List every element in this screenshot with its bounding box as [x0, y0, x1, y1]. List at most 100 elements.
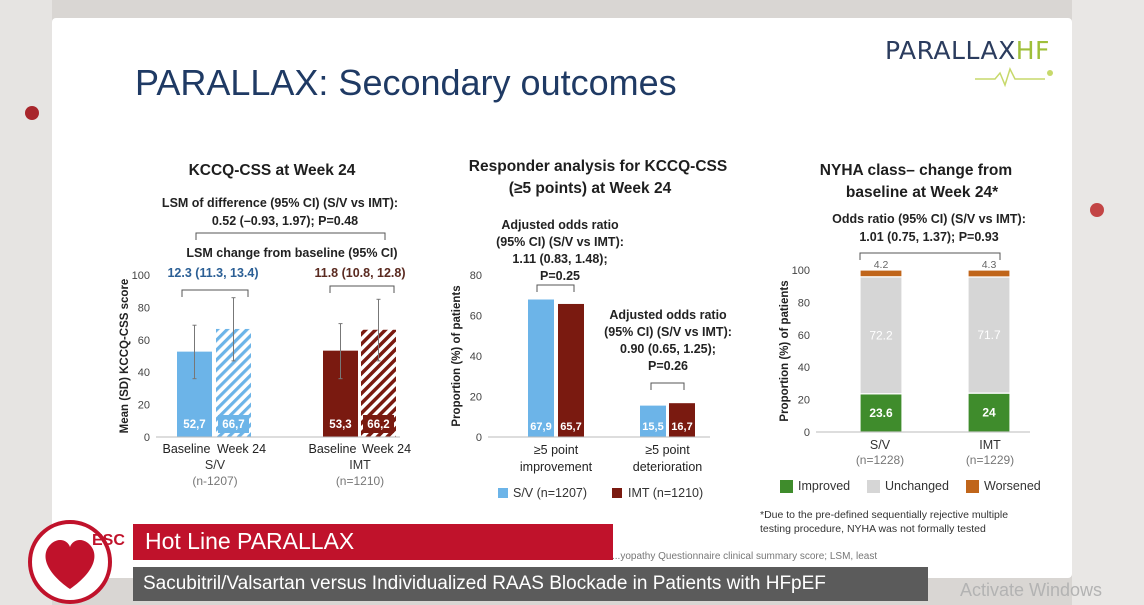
panel1-group1: S/V — [204, 458, 226, 472]
resp-value-label: 65,7 — [560, 421, 581, 433]
nyha-ytick: 60 — [798, 330, 810, 342]
kccq-category: Baseline — [309, 442, 357, 456]
panel1-title: KCCQ-CSS at Week 24 — [188, 162, 356, 179]
slide-title: PARALLAX: Secondary outcomes — [135, 62, 677, 103]
nyha-legend-swatch-improved — [780, 480, 793, 493]
panel2-title-line2: (≥5 points) at Week 24 — [508, 180, 672, 197]
bottom-footnote: ...yopathy Questionnaire clinical summar… — [612, 551, 878, 562]
resp-ytick: 20 — [470, 392, 482, 404]
kccq-ytick: 80 — [138, 302, 150, 314]
resp-value-label: 67,9 — [530, 421, 551, 433]
nyha-ytick: 80 — [798, 297, 810, 309]
nyha-ytick: 40 — [798, 362, 810, 374]
nyha-legend-swatch-unchanged — [867, 480, 880, 493]
logo-text: PARALLAX — [885, 36, 1016, 65]
imt-lsm-value: 11.8 (10.8, 12.8) — [314, 266, 406, 280]
nyha-legend-swatch-worsened — [966, 480, 979, 493]
panel2-title-line1: Responder analysis for KCCQ-CSS — [468, 158, 728, 175]
nyha-ytick: 20 — [798, 395, 810, 407]
nyha-segment-label: 72.2 — [869, 328, 893, 342]
panel2-or2-line4: P=0.26 — [648, 359, 688, 373]
activate-windows-watermark: Activate Windows — [960, 580, 1103, 600]
nyha-segment — [859, 269, 903, 278]
panel2-or2-line1: Adjusted odds ratio — [609, 308, 727, 322]
panel3-group2: IMT — [979, 438, 1001, 452]
nyha-segment — [859, 393, 903, 433]
panel2-or2-line2: (95% CI) (S/V vs IMT): — [604, 325, 732, 339]
panel2-or1-line3: 1.11 (0.83, 1.48); — [512, 252, 608, 266]
panel1-stat-line1: LSM of difference (95% CI) (S/V vs IMT): — [161, 196, 399, 210]
kccq-ytick: 40 — [138, 367, 150, 379]
resp-bar — [640, 405, 666, 437]
nyha-segment-label: 4.2 — [874, 259, 889, 271]
sv-lsm-value: 12.3 (11.3, 13.4) — [167, 266, 259, 280]
panel3-group1: S/V — [869, 438, 891, 452]
kccq-value-bg — [363, 415, 394, 433]
panel3-footnote-line1: *Due to the pre-defined sequentially rej… — [760, 509, 1009, 521]
nyha-segment — [859, 276, 903, 395]
resp-ytick: 80 — [470, 270, 482, 282]
resp-bar — [528, 299, 554, 437]
pin-dot-left — [25, 106, 39, 120]
nyha-ylabel: Proportion (%) of patients — [779, 280, 791, 421]
nyha-ytick: 0 — [804, 427, 810, 439]
kccq-value-bg — [179, 415, 210, 433]
parallax-logo: PARALLAXHF — [885, 36, 1075, 95]
panel2-or1-line1: Adjusted odds ratio — [501, 218, 619, 232]
resp-ylabel: Proportion (%) of patients — [451, 285, 463, 426]
panel1-group2-n: (n=1210) — [335, 474, 385, 488]
panel1-stat-line2: 0.52 (–0.93, 1.97); P=0.48 — [211, 214, 359, 228]
resp-bar — [669, 403, 695, 437]
kccq-category: Week 24 — [362, 442, 411, 456]
panel1-lsm-label: LSM change from baseline (95% CI) — [186, 246, 398, 260]
resp-category: improvement — [520, 460, 593, 474]
kccq-value-label: 66,2 — [367, 419, 389, 431]
panel2-or1-line2: (95% CI) (S/V vs IMT): — [496, 235, 624, 249]
resp-bracket-2 — [650, 382, 685, 390]
nyha-segment-label: 23.6 — [869, 406, 893, 420]
hotline-banner: Hot Line PARALLAX — [133, 524, 613, 560]
heartbeat-icon — [975, 67, 1053, 88]
resp-bar — [558, 303, 584, 437]
legend-unchanged: Unchanged — [885, 479, 949, 493]
panel3-title-line2: baseline at Week 24* — [845, 184, 999, 201]
nyha-bracket — [859, 252, 1001, 260]
resp-legend-swatch-sv — [498, 488, 508, 498]
nyha-segment-label: 4.3 — [982, 259, 997, 271]
resp-category: ≥5 point — [645, 443, 690, 457]
resp-bracket-1 — [536, 284, 575, 292]
resp-ytick: 0 — [476, 432, 482, 444]
kccq-value-label: 53,3 — [329, 419, 351, 431]
panel2-or1-line4: P=0.25 — [540, 269, 580, 283]
kccq-value-label: 66,7 — [222, 419, 244, 431]
kccq-ytick: 100 — [132, 270, 150, 282]
kccq-ytick: 60 — [138, 335, 150, 347]
panel1-group1-n: (n-1207) — [192, 474, 238, 488]
resp-ytick: 60 — [470, 311, 482, 323]
esc-text: ESC — [92, 532, 125, 549]
kccq-value-label: 52,7 — [183, 419, 205, 431]
kccq-ytick: 20 — [138, 400, 150, 412]
nyha-segment-label: 24 — [982, 406, 996, 420]
esc-heart-logo — [28, 520, 112, 604]
nyha-ytick: 100 — [792, 265, 810, 277]
pin-dot-right — [1090, 203, 1104, 217]
subtitle-banner: Sacubitril/Valsartan versus Individualiz… — [133, 567, 928, 601]
resp-category: deterioration — [633, 460, 703, 474]
panel3-title-line1: NYHA class– change from — [819, 162, 1013, 179]
nyha-segment — [967, 392, 1011, 433]
resp-value-label: 16,7 — [671, 421, 692, 433]
kccq-bracket-sv — [181, 289, 249, 297]
legend-worsened: Worsened — [984, 479, 1041, 493]
panel2-legend-imt: IMT (n=1210) — [628, 486, 704, 500]
kccq-bracket-imt — [329, 285, 395, 293]
logo-suffix: HF — [1015, 36, 1050, 65]
resp-ytick: 40 — [470, 351, 482, 363]
kccq-value-bg — [325, 415, 356, 433]
kccq-ylabel: Mean (SD) KCCQ-CSS score — [119, 279, 131, 434]
panel2-legend-sv: S/V (n=1207) — [513, 486, 588, 500]
legend-improved: Improved — [798, 479, 851, 493]
